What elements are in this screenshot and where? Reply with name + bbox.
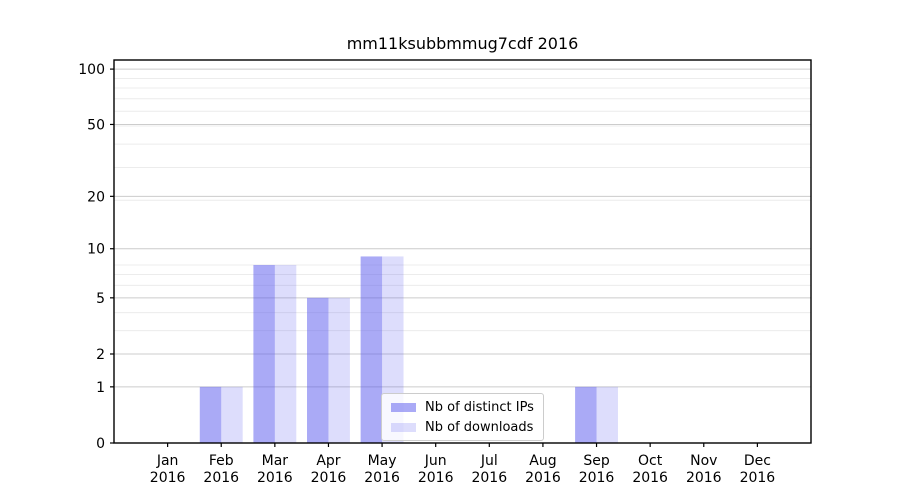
bar-distinct-ips-apr <box>307 297 329 443</box>
y-tick-label: 2 <box>96 347 105 363</box>
legend: Nb of distinct IPs Nb of downloads <box>381 393 544 441</box>
y-tick-label: 50 <box>87 117 105 133</box>
bar-distinct-ips-may <box>360 256 383 443</box>
y-tick-label: 0 <box>96 436 105 452</box>
bar-distinct-ips-mar <box>253 264 275 443</box>
y-tick-label: 10 <box>87 242 105 258</box>
bar-distinct-ips-feb <box>199 386 222 443</box>
x-tick-label: Jul 2016 <box>471 453 507 486</box>
x-tick-label: Apr 2016 <box>311 453 347 486</box>
bar-distinct-ips-sep <box>575 386 597 443</box>
legend-label-downloads: Nb of downloads <box>425 419 534 435</box>
x-tick-label: Oct 2016 <box>632 453 668 486</box>
x-tick-label: Jan 2016 <box>150 453 186 486</box>
bar-downloads-mar <box>274 264 297 443</box>
bar-downloads-apr <box>328 297 350 443</box>
x-tick-label: Sep 2016 <box>579 453 615 486</box>
x-tick-label: Mar 2016 <box>257 453 293 486</box>
x-tick-label: Jun 2016 <box>418 453 454 486</box>
bar-downloads-feb <box>221 386 243 443</box>
y-tick-label: 20 <box>87 189 105 205</box>
chart-title: mm11ksubbmmug7cdf 2016 <box>346 34 579 53</box>
x-tick-label: Aug 2016 <box>525 453 561 486</box>
y-tick-label: 1 <box>96 380 105 396</box>
legend-swatch-downloads <box>391 422 416 432</box>
y-tick-label: 100 <box>78 62 105 78</box>
x-tick-label: Feb 2016 <box>203 453 239 486</box>
x-tick-label: Dec 2016 <box>740 453 776 486</box>
legend-swatch-distinct-ips <box>391 402 416 412</box>
y-tick-label: 5 <box>96 291 105 307</box>
x-tick-label: May 2016 <box>364 453 400 486</box>
plot-border <box>113 59 812 444</box>
x-tick-label: Nov 2016 <box>686 453 722 486</box>
bar-downloads-sep <box>596 386 618 443</box>
legend-item-distinct-ips: Nb of distinct IPs <box>391 399 534 415</box>
legend-label-distinct-ips: Nb of distinct IPs <box>425 399 534 415</box>
legend-item-downloads: Nb of downloads <box>391 419 534 435</box>
